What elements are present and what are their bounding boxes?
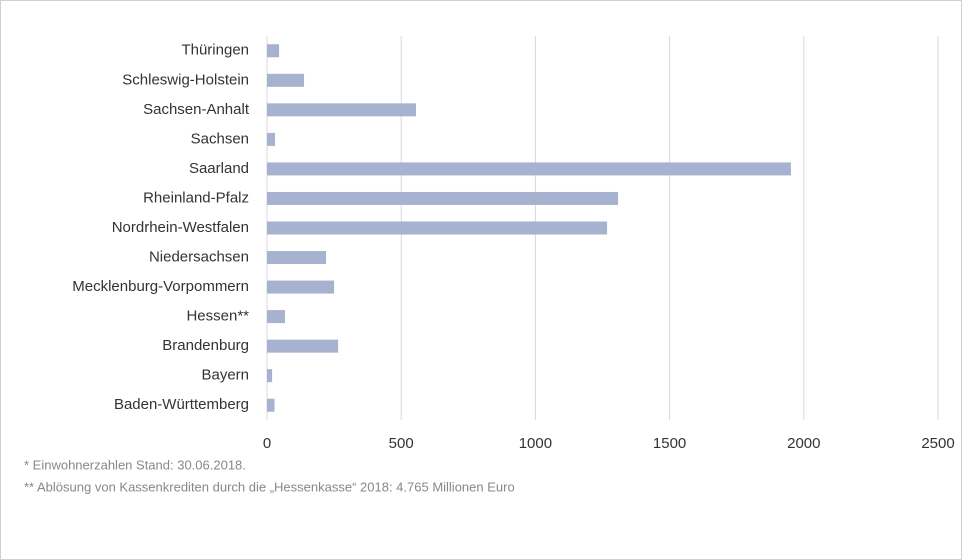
- y-tick-label: Sachsen-Anhalt: [143, 101, 250, 118]
- bar: [267, 191, 619, 205]
- y-tick-label: Saarland: [189, 160, 249, 177]
- x-tick-label: 0: [263, 435, 271, 452]
- x-tick-label: 1000: [519, 435, 552, 452]
- y-tick-label: Schleswig-Holstein: [122, 71, 249, 88]
- y-tick-label: Baden-Württemberg: [114, 396, 249, 413]
- y-tick-label: Sachsen: [191, 130, 249, 147]
- footnote: * Einwohnerzahlen Stand: 30.06.2018.: [24, 457, 246, 472]
- y-tick-label: Thüringen: [181, 42, 249, 59]
- bar: [267, 310, 285, 324]
- bar: [267, 369, 273, 383]
- y-tick-label: Mecklenburg-Vorpommern: [72, 278, 249, 295]
- x-tick-label: 2000: [787, 435, 820, 452]
- bar: [267, 398, 275, 412]
- y-tick-label: Bayern: [201, 367, 249, 384]
- bar: [267, 132, 276, 146]
- y-tick-label: Niedersachsen: [149, 249, 249, 266]
- y-tick-label: Nordrhein-Westfalen: [112, 219, 249, 236]
- x-tick-label: 1500: [653, 435, 686, 452]
- bar: [267, 280, 335, 294]
- x-tick-label: 2500: [921, 435, 954, 452]
- bar: [267, 339, 339, 353]
- footnote: ** Ablösung von Kassenkrediten durch die…: [24, 479, 515, 494]
- bar: [267, 103, 416, 117]
- bar: [267, 73, 305, 87]
- y-tick-label: Brandenburg: [162, 337, 249, 354]
- y-tick-label: Hessen**: [186, 308, 249, 325]
- x-tick-label: 500: [389, 435, 414, 452]
- bar: [267, 44, 280, 58]
- y-tick-label: Rheinland-Pfalz: [143, 189, 249, 206]
- bar: [267, 251, 327, 265]
- bar: [267, 221, 608, 235]
- bar: [267, 162, 791, 176]
